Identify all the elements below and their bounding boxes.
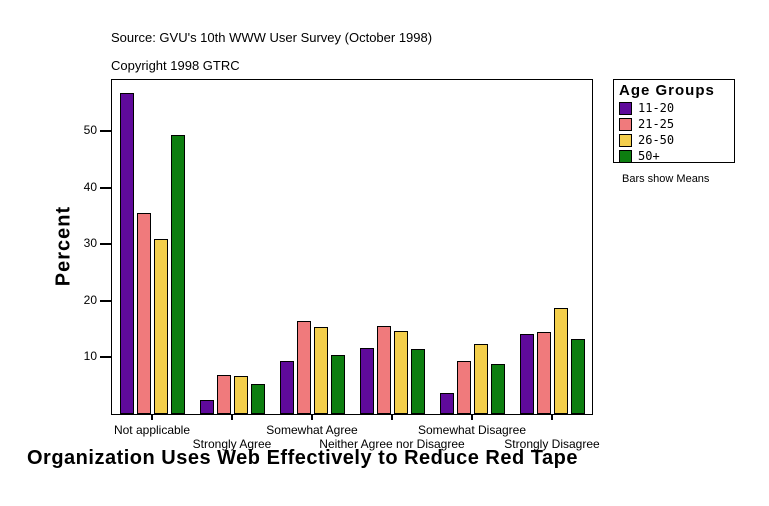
y-tick-label: 20 (83, 292, 97, 307)
bar (439, 393, 454, 414)
legend-swatch (619, 118, 632, 131)
bar (359, 348, 374, 414)
bar (233, 376, 248, 414)
bar (393, 331, 408, 414)
x-tick-mark (551, 414, 553, 420)
x-tick-mark (311, 414, 313, 420)
legend-item: 50+ (619, 150, 729, 163)
bar (170, 135, 185, 414)
x-category-label: Strongly Agree (192, 437, 272, 451)
x-tick-mark (391, 414, 393, 420)
bar (456, 361, 471, 414)
chart-title: Organization Uses Web Effectively to Red… (27, 447, 578, 469)
legend-item: 26-50 (619, 134, 729, 147)
x-tick-mark (471, 414, 473, 420)
bar (376, 326, 391, 414)
x-category-label: Somewhat Disagree (417, 423, 527, 437)
y-tick-mark (100, 186, 111, 189)
bar (250, 384, 265, 414)
x-tick-mark (151, 414, 153, 420)
bar (279, 361, 294, 414)
bar (519, 334, 534, 414)
legend-swatch (619, 134, 632, 147)
legend-box: Age Groups 11-20 21-25 26-50 50+ (613, 79, 735, 163)
y-tick-label: 30 (83, 236, 97, 251)
bar (330, 355, 345, 414)
bar (536, 332, 551, 414)
x-category-label: Neither Agree nor Disagree (319, 437, 465, 451)
plot-area: 10 20 30 40 50 Not applicable Strongly Agree So… (84, 79, 600, 451)
y-tick-mark (100, 356, 111, 359)
legend-item-label: 11-20 (638, 101, 675, 115)
legend-title: Age Groups (619, 82, 715, 99)
x-category-label: Somewhat Agree (266, 423, 358, 437)
legend-swatch (619, 150, 632, 163)
legend-swatch (619, 102, 632, 115)
y-tick-mark (100, 299, 111, 302)
source-text: Source: GVU's 10th WWW User Survey (Octo… (111, 30, 433, 45)
bar (153, 239, 168, 414)
bar (199, 400, 214, 414)
legend-note: Bars show Means (622, 173, 710, 185)
bar (570, 339, 585, 414)
x-category-label: Strongly Disagree (504, 437, 600, 451)
y-tick-mark (100, 243, 111, 246)
bar (553, 308, 568, 414)
y-tick-mark (100, 130, 111, 133)
legend-item-label: 26-50 (638, 133, 675, 147)
bar (119, 93, 134, 414)
y-tick-label: 40 (83, 179, 97, 194)
bar (216, 375, 231, 414)
bar (136, 213, 151, 414)
bar (313, 327, 328, 414)
y-tick-label: 10 (83, 349, 97, 364)
legend-item-label: 21-25 (638, 117, 675, 131)
bar (473, 344, 488, 414)
legend-item: 21-25 (619, 118, 729, 131)
x-category-label: Not applicable (113, 423, 191, 437)
legend-item: 11-20 (619, 102, 729, 115)
copyright-text: Copyright 1998 GTRC (111, 58, 240, 73)
bar (490, 364, 505, 414)
x-tick-mark (231, 414, 233, 420)
legend-item-label: 50+ (638, 149, 660, 163)
y-tick-label: 50 (83, 123, 97, 138)
bar (296, 321, 311, 414)
bar (410, 349, 425, 414)
legend-items: 11-20 21-25 26-50 50+ (619, 102, 729, 163)
